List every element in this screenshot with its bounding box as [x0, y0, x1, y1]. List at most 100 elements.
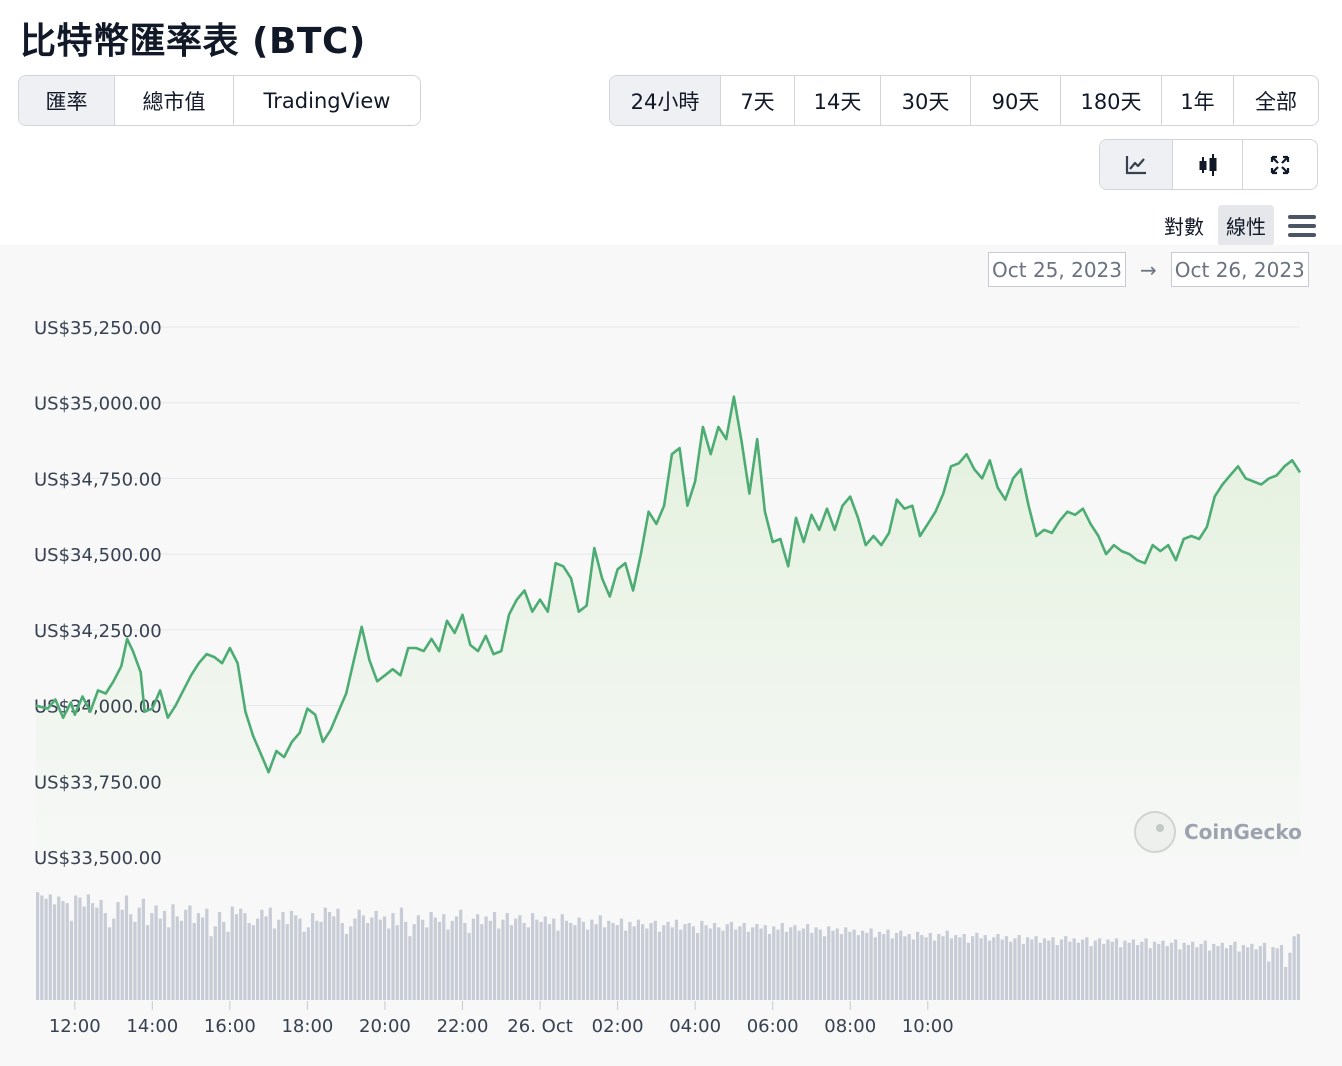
x-tick-label: 02:00: [592, 1016, 644, 1037]
fullscreen-button[interactable]: [1243, 140, 1317, 189]
range-180d[interactable]: 180天: [1061, 76, 1162, 125]
volume-bar: [382, 916, 387, 1000]
volume-bar: [979, 938, 983, 1000]
volume-bar: [192, 923, 196, 1000]
volume-bar: [1051, 937, 1055, 1000]
volume-bar: [234, 914, 239, 1000]
x-tick-label: 06:00: [747, 1016, 799, 1037]
volume-bar: [1246, 947, 1250, 1000]
volume-bar: [48, 894, 52, 1000]
volume-bar: [454, 916, 459, 1000]
x-tick-label: 04:00: [669, 1016, 721, 1037]
volume-bar: [556, 930, 560, 1000]
volume-bar: [52, 904, 57, 1000]
volume-bar: [1072, 938, 1076, 1000]
volume-bar: [797, 930, 801, 1000]
range-90d[interactable]: 90天: [971, 76, 1061, 125]
volume-bar: [1233, 941, 1237, 1000]
volume-bar: [861, 930, 865, 1000]
volume-bar: [437, 921, 442, 1000]
volume-bar: [1047, 940, 1051, 1000]
volume-bar: [590, 919, 594, 1000]
tab-tradingview[interactable]: TradingView: [263, 88, 391, 113]
tab-price[interactable]: 匯率: [19, 76, 115, 125]
candlestick-button[interactable]: [1173, 140, 1243, 189]
volume-bar: [1254, 949, 1258, 1000]
scale-linear[interactable]: 線性: [1218, 205, 1274, 246]
expand-icon: [1270, 155, 1290, 174]
volume-bar: [167, 927, 171, 1000]
range-14d[interactable]: 14天: [795, 76, 881, 125]
volume-bar: [1030, 939, 1034, 1000]
volume-bar: [179, 920, 184, 1000]
range-all[interactable]: 全部: [1255, 89, 1297, 114]
volume-bar: [712, 923, 717, 1000]
scale-log[interactable]: 對數: [1164, 215, 1204, 239]
volume-bar: [1275, 948, 1279, 1000]
volume-bar: [1119, 947, 1123, 1000]
volume-bar: [877, 931, 882, 1000]
tab-market-cap[interactable]: 總市值: [115, 76, 234, 125]
volume-bar: [586, 929, 590, 1000]
volume-bar: [319, 921, 323, 1000]
volume-bar: [831, 930, 835, 1000]
volume-bar: [509, 925, 514, 1000]
volume-bar: [450, 920, 454, 1000]
line-chart-button[interactable]: [1100, 140, 1173, 189]
volume-bar: [1288, 952, 1292, 1000]
date-to-input[interactable]: Oct 26, 2023: [1170, 252, 1309, 287]
volume-bar: [1085, 937, 1089, 1000]
volume-bar: [945, 930, 949, 1000]
volume-bar: [1076, 942, 1080, 1000]
volume-bar: [247, 923, 251, 1000]
volume-bar: [260, 909, 264, 1000]
range-7d[interactable]: 7天: [721, 76, 795, 125]
volume-bar: [1284, 967, 1288, 1000]
volume-bar: [971, 936, 975, 1000]
volume-bar: [899, 930, 903, 1000]
menu-icon[interactable]: [1288, 214, 1316, 237]
volume-bar: [230, 906, 234, 1000]
volume-bar: [298, 918, 302, 1000]
volume-bar: [916, 931, 920, 1000]
volume-bar: [387, 928, 391, 1000]
volume-bar: [649, 923, 653, 1000]
volume-bar: [1165, 946, 1169, 1000]
volume-bar: [492, 912, 497, 1000]
volume-bar: [1152, 941, 1157, 1000]
volume-bar: [920, 935, 924, 1000]
volume-bar: [966, 942, 970, 1000]
range-24h[interactable]: 24小時: [610, 76, 721, 125]
watermark-text: CoinGecko: [1184, 820, 1302, 844]
volume-bar: [175, 916, 179, 1000]
time-range-tabs: 24小時 7天 14天 30天 90天 180天 1年 全部: [609, 75, 1319, 126]
volume-bar: [281, 912, 285, 1000]
x-tick-label: 18:00: [281, 1016, 333, 1037]
volume-bar: [602, 927, 607, 1000]
range-1y[interactable]: 1年: [1162, 76, 1234, 125]
volume-bar: [374, 910, 378, 1000]
volume-bar: [99, 899, 103, 1000]
volume-bar: [611, 923, 615, 1000]
volume-bar: [61, 901, 65, 1000]
volume-bar: [856, 935, 860, 1000]
volume-bar: [657, 931, 662, 1000]
volume-bar: [86, 894, 90, 1000]
volume-bar: [201, 917, 205, 1000]
volume-bar: [679, 929, 683, 1000]
volume-bar: [251, 925, 255, 1000]
volume-bar: [336, 908, 340, 1000]
volume-bar: [869, 928, 873, 1000]
volume-bar: [357, 909, 361, 1000]
range-30d[interactable]: 30天: [881, 76, 971, 125]
volume-bar: [848, 931, 852, 1000]
volume-bar: [594, 924, 598, 1000]
volume-bar: [827, 926, 831, 1000]
date-from-input[interactable]: Oct 25, 2023: [988, 252, 1126, 287]
date-range: Oct 25, 2023 → Oct 26, 2023: [988, 252, 1309, 287]
volume-bar: [560, 914, 564, 1000]
volume-bar: [729, 921, 734, 1000]
volume-bar: [69, 920, 74, 1000]
volume-bar: [344, 934, 349, 1000]
